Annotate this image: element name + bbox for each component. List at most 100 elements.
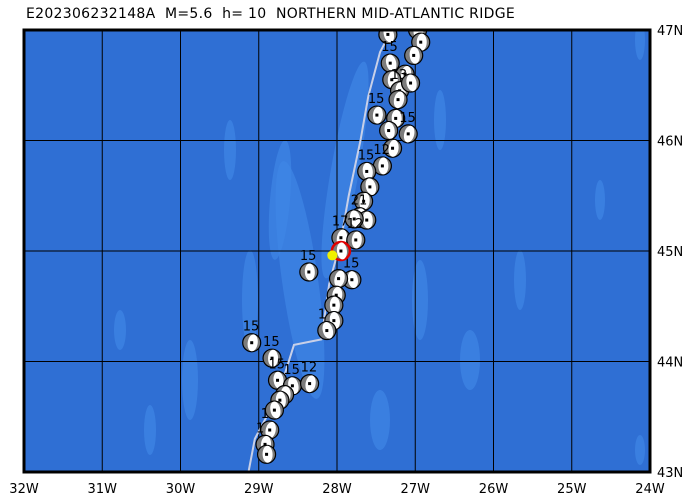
depth-label: 15 [358, 148, 375, 163]
depth-label: 15 [368, 92, 385, 107]
beachball-p-axis [350, 278, 354, 282]
beachball-p-axis [339, 236, 343, 240]
beachball-p-axis [396, 98, 400, 102]
depth-label: 15 [283, 363, 300, 378]
beachball-p-axis [263, 442, 267, 446]
focal-mechanism-beachball [388, 90, 408, 110]
bathymetry-shallow [460, 330, 480, 390]
beachball-p-axis [308, 382, 312, 386]
bathymetry-shallow [595, 180, 605, 220]
focal-mechanism-beachball [317, 320, 337, 341]
plate-boundary [247, 30, 393, 472]
bathymetry-shallow [242, 250, 258, 350]
bathymetry-shallow [635, 30, 645, 60]
beachball-p-axis [387, 129, 391, 133]
beachball-p-axis [375, 113, 379, 117]
focal-mechanism-beachball [367, 105, 387, 125]
beachball-p-axis [339, 249, 343, 253]
beachball-p-axis [332, 319, 336, 323]
bathymetry-shallow [268, 140, 292, 260]
beachball-p-axis [380, 164, 384, 168]
depth-label: 1 [256, 421, 264, 436]
beachball-p-axis [354, 238, 358, 242]
focal-mechanism-beachball [242, 333, 262, 353]
beachball-p-axis [388, 61, 392, 65]
longitude-tick-label: 25W [557, 482, 587, 497]
beachball-p-axis [265, 452, 269, 456]
focal-mechanism-beachball [398, 124, 418, 144]
focal-mechanism-beachball [256, 444, 277, 464]
beachball-p-axis [391, 146, 395, 150]
depth-label: 12 [301, 361, 318, 376]
longitude-tick-label: 26W [479, 482, 509, 497]
beachball-p-axis [352, 217, 356, 221]
depth-label: 15 [399, 111, 416, 126]
beachball-p-axis [390, 78, 394, 82]
depth-label: 12 [347, 217, 364, 232]
focal-mechanism-beachball [267, 370, 288, 390]
bathymetry-shallow [114, 310, 126, 350]
beachball-p-axis [278, 398, 282, 402]
latitude-tick-label: 43N [657, 466, 683, 481]
latitude-tick-label: 46N [657, 135, 683, 150]
bathymetry-shallow [224, 120, 236, 180]
latitude-tick-label: 44N [657, 356, 683, 371]
focal-mechanism-beachball [379, 120, 399, 141]
beachball-p-axis [403, 72, 407, 76]
focal-mechanism-beachball [262, 348, 282, 368]
focal-mechanism-beachball [264, 400, 284, 420]
depth-label: 15 [300, 249, 317, 264]
map-frame [22, 28, 652, 474]
beachball-p-axis [419, 40, 423, 44]
latitude-tick-label: 47N [657, 24, 683, 39]
beachball-p-axis [334, 293, 338, 297]
longitude-tick-label: 29W [244, 482, 274, 497]
focal-mechanism-beachball [380, 53, 400, 73]
beachball-p-axis [406, 132, 410, 136]
depth-label: 15 [263, 335, 280, 350]
bathymetry-shallow [434, 90, 446, 150]
beachball-p-axis [250, 341, 254, 345]
focal-mechanism-beachball [360, 177, 380, 197]
epicenter-marker [327, 250, 338, 261]
bathymetry-shallow [144, 405, 156, 455]
bathymetry-shallow [370, 390, 390, 450]
depth-label: 1 [261, 407, 269, 422]
beachball-p-axis [268, 428, 272, 432]
longitude-tick-label: 24W [635, 482, 665, 497]
depth-label: 15 [343, 257, 360, 272]
longitude-tick-label: 32W [9, 482, 39, 497]
focal-mechanism-beachball [299, 262, 319, 282]
longitude-tick-label: 28W [322, 482, 352, 497]
beachball-p-axis [290, 384, 294, 388]
focal-mechanism-beachball [300, 374, 320, 394]
depth-label: 15 [269, 357, 286, 372]
beachball-p-axis [412, 53, 416, 57]
beachball-p-axis [337, 277, 341, 281]
bathymetry-shallow [412, 260, 428, 340]
bathymetry-shallow [514, 250, 526, 310]
beachball-p-axis [276, 378, 280, 382]
beachball-p-axis [332, 303, 336, 307]
beachball-p-axis [386, 32, 390, 36]
focal-mechanism-beachball [344, 209, 364, 229]
focal-mechanism-beachball [346, 230, 366, 250]
depth-label: 12 [373, 143, 390, 158]
focal-mechanism-beachball [260, 420, 280, 440]
latitude-tick-label: 45N [657, 245, 683, 260]
beachball-p-axis [365, 169, 369, 173]
beachball-p-axis [325, 329, 329, 333]
bathymetry-shallow [275, 161, 325, 399]
beachball-p-axis [307, 270, 311, 274]
focal-mechanism-beachball [404, 45, 424, 66]
depth-label: 15 [381, 40, 398, 55]
beachball-p-axis [272, 408, 276, 412]
focal-mechanism-beachball [324, 295, 344, 315]
bathymetry-shallow [182, 340, 198, 420]
focal-mechanism-beachball [354, 191, 374, 211]
beachball-p-axis [362, 199, 366, 203]
map-title: E202306232148A M=5.6 h= 10 NORTHERN MID-… [26, 6, 516, 22]
beachball-p-axis [270, 356, 274, 360]
bathymetry-shallow [635, 435, 645, 465]
